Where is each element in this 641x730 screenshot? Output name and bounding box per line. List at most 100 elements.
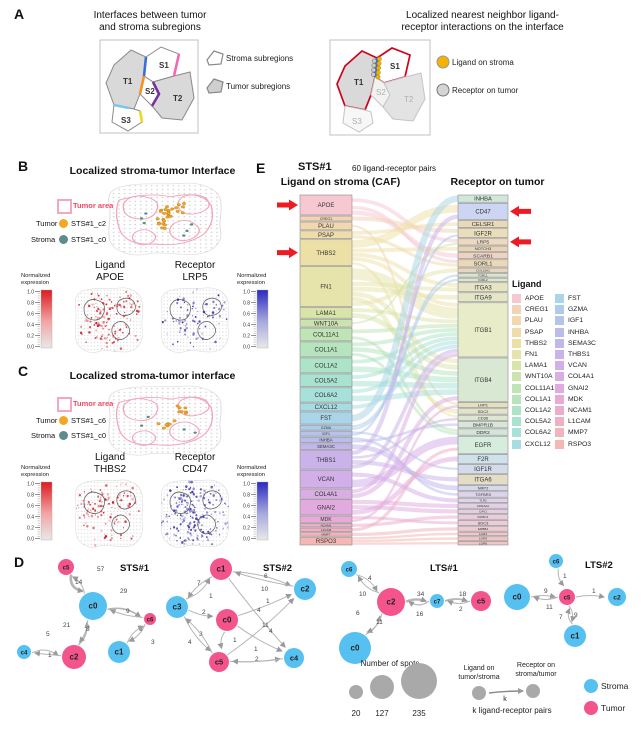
interface-cyan bbox=[113, 103, 130, 110]
net-node-label-c2: c2 bbox=[387, 597, 396, 606]
legend-swatch bbox=[512, 372, 521, 382]
tick-label-0.0: 0.0 bbox=[27, 536, 34, 542]
sankey-node-ligand-LAMA1 bbox=[299, 307, 353, 319]
sankey-node-ligand-COL1A1 bbox=[299, 341, 353, 358]
sankey-node-receptor-SDC2 bbox=[457, 408, 509, 415]
ligand-node-icon bbox=[472, 686, 486, 700]
tick-label-0.2: 0.2 bbox=[27, 525, 34, 531]
legend-label: PSAP bbox=[525, 328, 544, 336]
sankey-nodes: APOE CREG1 PLAU PSAP THBS2 FN1 LAMA1 WNT10A COL1… bbox=[299, 194, 509, 546]
ribbon-FST-INHBA bbox=[351, 195, 459, 422]
legend-label: COL6A2 bbox=[525, 429, 552, 437]
sankey-node-receptor-F2R bbox=[457, 454, 509, 464]
tick-label-0.4: 0.4 bbox=[27, 514, 34, 520]
tick-label-0.2: 0.2 bbox=[243, 525, 250, 531]
sankey-node-ligand-RSPO3 bbox=[299, 536, 353, 546]
sankey-node-ligand-WNT10A bbox=[299, 318, 353, 328]
sample-title: STS#1 bbox=[298, 161, 332, 173]
legend-swatch bbox=[512, 361, 521, 371]
tumor-area-label: Tumor area bbox=[73, 201, 114, 210]
net-node-label-c5: c5 bbox=[564, 595, 571, 601]
network-LTS1: 4 10 6 11 34 16 18 2 c6 c2 c7 c5 c0 LTS#1 bbox=[339, 561, 491, 664]
sankey-node-receptor-TLR2 bbox=[457, 497, 509, 503]
spot-size-circle-20 bbox=[349, 685, 363, 699]
ligand-map-apoe bbox=[74, 287, 144, 353]
sankey-node-receptor-LGR6 bbox=[457, 541, 509, 546]
sankey-node-label-LGR4: LGR4 bbox=[479, 532, 487, 536]
edge-c6-c1 bbox=[128, 623, 146, 642]
colorbar-gradient bbox=[256, 481, 269, 541]
receptor-kind-label: Receptor bbox=[174, 260, 216, 271]
tumor-cluster-dot bbox=[59, 416, 68, 425]
network-title-LTS2: LTS#2 bbox=[585, 560, 613, 571]
panel-a-label: A bbox=[14, 6, 25, 22]
receptor-map-cd47 bbox=[160, 479, 230, 548]
net-node-label-c6: c6 bbox=[147, 617, 154, 623]
sankey-node-receptor-SCARB1 bbox=[457, 252, 509, 260]
colorbar-title-1: Normalized bbox=[21, 273, 50, 279]
tumor-subregions-label: Tumor subregions bbox=[226, 82, 290, 91]
sankey-graphic: APOE CREG1 PLAU PSAP THBS2 FN1 LAMA1 WNT10A COL1… bbox=[277, 194, 531, 546]
ribbon-THBS1-ITGB1 bbox=[351, 348, 459, 469]
legend-swatch bbox=[555, 327, 564, 337]
tick-label-0.6: 0.6 bbox=[27, 503, 34, 509]
sankey-node-ligand-FST bbox=[299, 411, 353, 425]
edge-weight-c1-c4: 4 bbox=[257, 607, 261, 614]
edge-c2-c6 bbox=[357, 575, 380, 594]
tick-label-0.0: 0.0 bbox=[27, 344, 34, 350]
legend-label: LAMA1 bbox=[525, 362, 548, 370]
ribbon-FN1-COL13A1 bbox=[351, 268, 459, 307]
stroma-cluster-dot bbox=[59, 235, 68, 244]
receptor-on-label-2: stroma/tumor bbox=[515, 671, 557, 678]
sankey-node-receptor-BMPR1B bbox=[457, 421, 509, 429]
sankey-node-label-ITGA3: ITGA3 bbox=[474, 285, 492, 291]
tick-label-0.2: 0.2 bbox=[243, 333, 250, 339]
sankey-node-label-CD36: CD36 bbox=[478, 415, 489, 420]
ligand-legend-item-VCAN: VCAN bbox=[555, 360, 596, 371]
sankey-node-ligand-GNAI2 bbox=[299, 498, 353, 516]
ligand-legend-item-COL4A1: COL4A1 bbox=[555, 371, 596, 382]
edge-c6-c0 bbox=[109, 609, 144, 618]
receptor-on-label-1: Receptor on bbox=[517, 662, 555, 669]
ligand-legend-item-GNAI2: GNAI2 bbox=[555, 383, 596, 394]
edge-weight-c2-c7: 34 bbox=[417, 591, 425, 598]
sankey-node-label-IGF1: IGF1 bbox=[322, 432, 330, 436]
colorbar-gradient bbox=[256, 289, 269, 349]
sankey-node-receptor-INHBA bbox=[457, 194, 509, 203]
region-label-t2: T2 bbox=[173, 94, 183, 103]
red-arrow-ligand-APOE bbox=[277, 199, 298, 211]
sankey-node-ligand-MMP7 bbox=[299, 532, 353, 537]
region-s3-dim bbox=[342, 105, 374, 133]
receptor-on-tumor-label: Receptor on tumor bbox=[452, 86, 519, 95]
tick-label-1.0: 1.0 bbox=[27, 481, 34, 487]
sankey-node-ligand-THBS2 bbox=[299, 239, 353, 266]
ribbon-COL4A1-ITGB4 bbox=[351, 396, 459, 499]
sankey-node-ligand-CXCL12 bbox=[299, 402, 353, 412]
tumor-subregion-icon bbox=[206, 78, 224, 94]
receptor-beads bbox=[370, 58, 377, 77]
ribbon-GZMA-F2RL1 bbox=[351, 274, 459, 428]
panel-a-right-title-2: receptor interactions on the interface bbox=[401, 22, 564, 33]
k-pairs-caption: k ligand-receptor pairs bbox=[472, 706, 551, 715]
sankey-node-ligand-COL4A1 bbox=[299, 488, 353, 499]
ribbon-RSPO3-LGR4 bbox=[351, 532, 459, 540]
sankey-node-receptor-ERBB4 bbox=[457, 526, 509, 532]
sankey-node-receptor-ITGA6 bbox=[457, 474, 509, 485]
legend-label: COL1A2 bbox=[525, 406, 552, 414]
edge-c5-c0 bbox=[533, 596, 559, 602]
spot-size-label-127: 127 bbox=[375, 709, 389, 718]
legend-swatch bbox=[555, 417, 564, 427]
sankey-node-ligand-GZMA bbox=[299, 424, 353, 431]
net-node-c5 bbox=[559, 589, 575, 605]
sankey-node-label-ROBO1: ROBO1 bbox=[478, 515, 489, 519]
colorbar-title-2: expression bbox=[237, 472, 265, 478]
panel-d-legend: Number of spots 20 127 235 Ligand on tumor/st… bbox=[349, 659, 629, 718]
sankey-node-receptor-NRP2 bbox=[457, 485, 509, 492]
ligand-legend-title: Ligand bbox=[512, 279, 542, 289]
tumor-area-swatch bbox=[57, 199, 72, 214]
legend-label: COL4A1 bbox=[568, 373, 595, 381]
spots bbox=[139, 404, 197, 434]
net-node-c2 bbox=[294, 578, 316, 600]
